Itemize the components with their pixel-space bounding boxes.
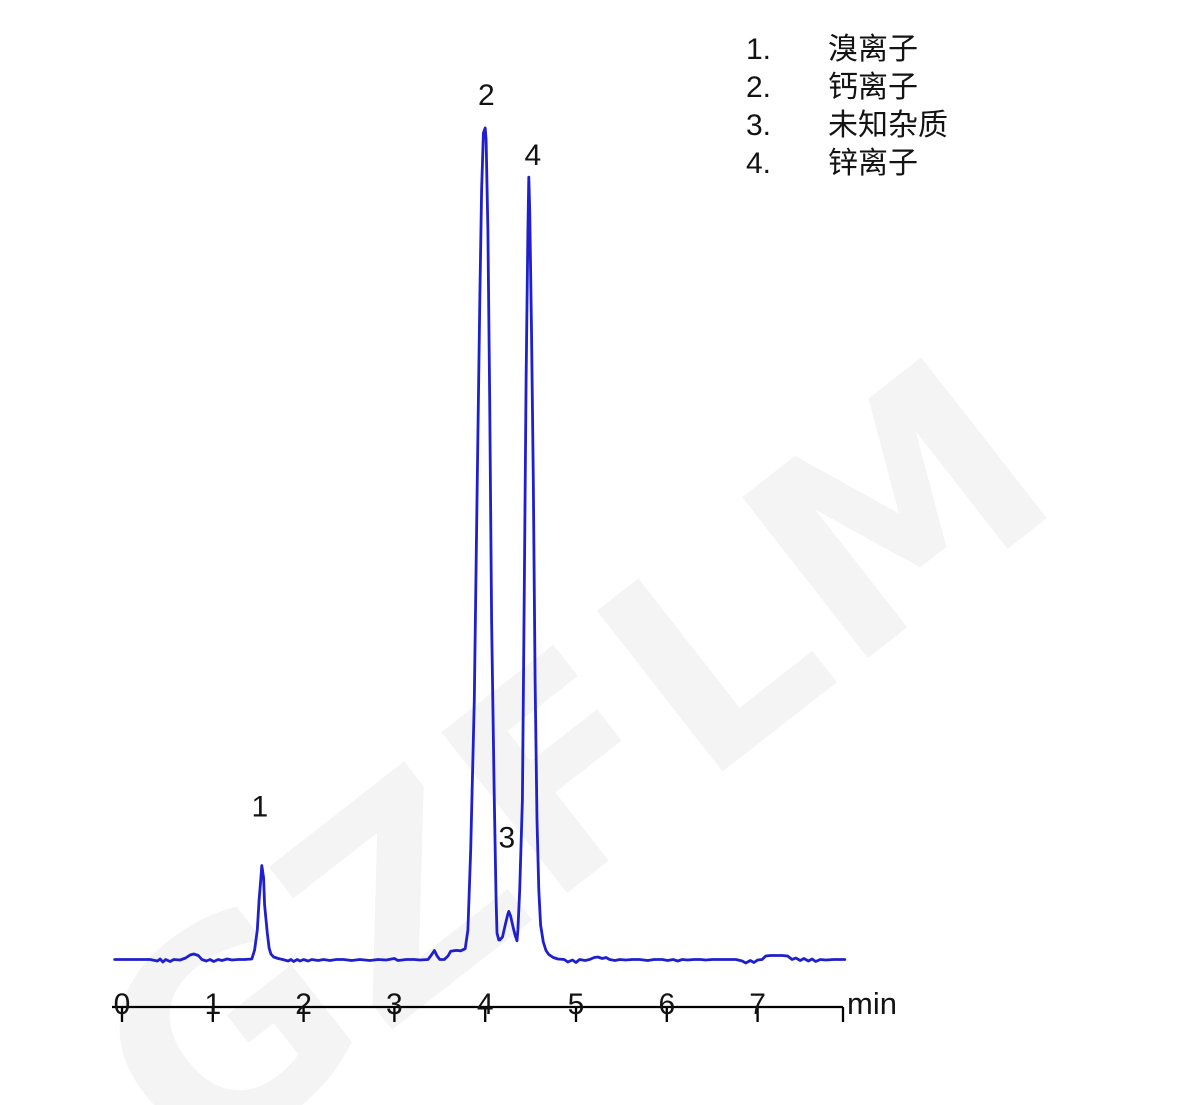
legend-peak-number: 2. [746,71,772,104]
x-axis-tick-label: 5 [568,988,585,1021]
x-axis-tick-label: 1 [204,988,221,1021]
legend-peak-name: 锌离子 [828,147,918,180]
x-axis-tick-label: 4 [477,988,494,1021]
legend-peak-number: 4. [746,147,772,180]
peak-label-1: 1 [251,791,268,824]
legend-row: 4. 锌离子 [746,145,948,183]
legend-peak-name: 未知杂质 [828,109,948,142]
chromatogram-trace [113,126,847,965]
peak-legend: 1. 溴离子 2. 钙离子 3. 未知杂质 4. 锌离子 [746,31,948,183]
x-axis-tick-label: 2 [295,988,312,1021]
x-axis-tick-label: 3 [386,988,403,1021]
x-axis-tick-label: 7 [749,988,766,1021]
peak-label-4: 4 [524,139,541,172]
peak-label-2: 2 [478,79,495,112]
legend-peak-number: 3. [746,109,772,142]
peak-label-3: 3 [498,821,515,854]
legend-peak-name: 钙离子 [828,71,918,104]
legend-peak-number: 1. [746,33,772,66]
x-axis-unit-label: min [847,986,897,1021]
legend-row: 3. 未知杂质 [746,107,948,145]
legend-peak-name: 溴离子 [828,33,918,66]
legend-row: 1. 溴离子 [746,31,948,69]
x-axis-tick-label: 0 [114,988,131,1021]
x-axis-tick-label: 6 [658,988,675,1021]
legend-row: 2. 钙离子 [746,69,948,107]
